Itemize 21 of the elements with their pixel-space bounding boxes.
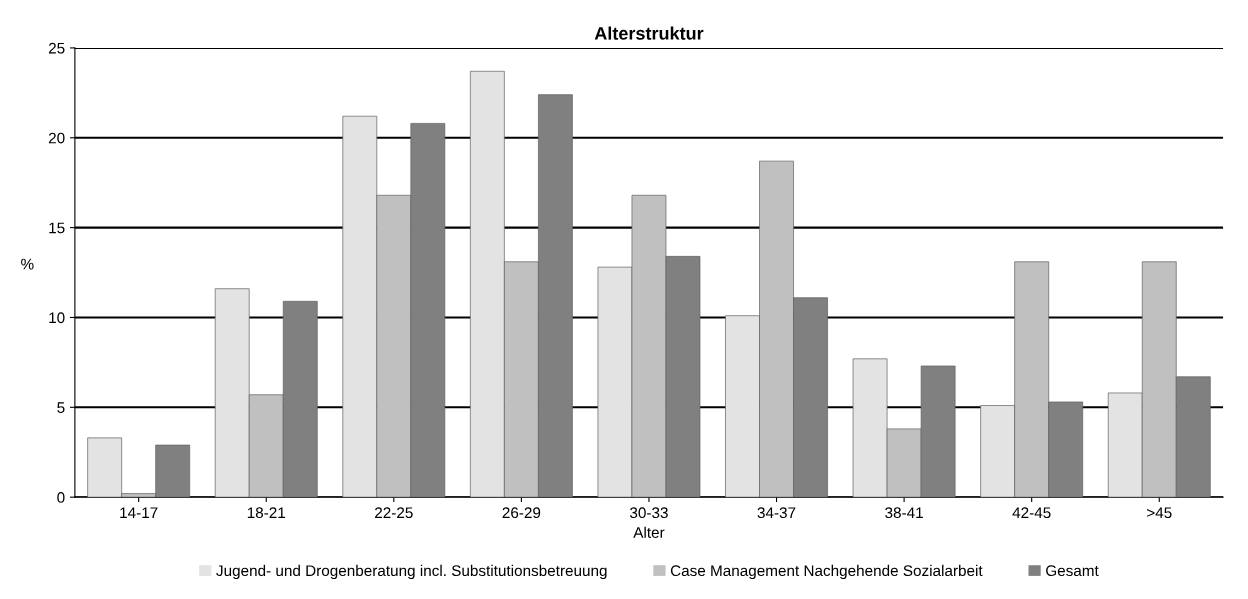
x-tick-label: 18-21 [247,507,286,519]
y-tick-label: 0 [57,492,65,503]
y-tick-label: 20 [48,132,65,144]
x-axis-title: Alter [633,526,665,538]
x-tick-label: 30-33 [630,507,668,519]
legend-label: Case Management Nachgehende Sozialarbeit [670,564,983,580]
y-tick-label: 5 [57,402,65,414]
x-tick-label: 22-25 [375,507,413,519]
x-tick-label: >45 [1147,507,1172,519]
y-axis-title: % [21,258,34,270]
x-tick-label: 14-17 [120,507,158,518]
x-tick-label: 26-29 [502,507,541,519]
x-tick-label: 38-41 [885,507,923,519]
y-tick-label: 25 [48,42,65,54]
x-tick-label: 34-37 [757,507,796,519]
y-tick-label: 10 [49,312,65,324]
x-tick-label: 42-45 [1012,507,1051,519]
legend-label: Gesamt [1046,565,1099,577]
y-tick-label: 15 [49,222,65,234]
chart-title: Alterstruktur [594,26,704,40]
legend-label: Jugend- und Drogenberatung incl. Substitutionsbetreuung [216,564,607,580]
